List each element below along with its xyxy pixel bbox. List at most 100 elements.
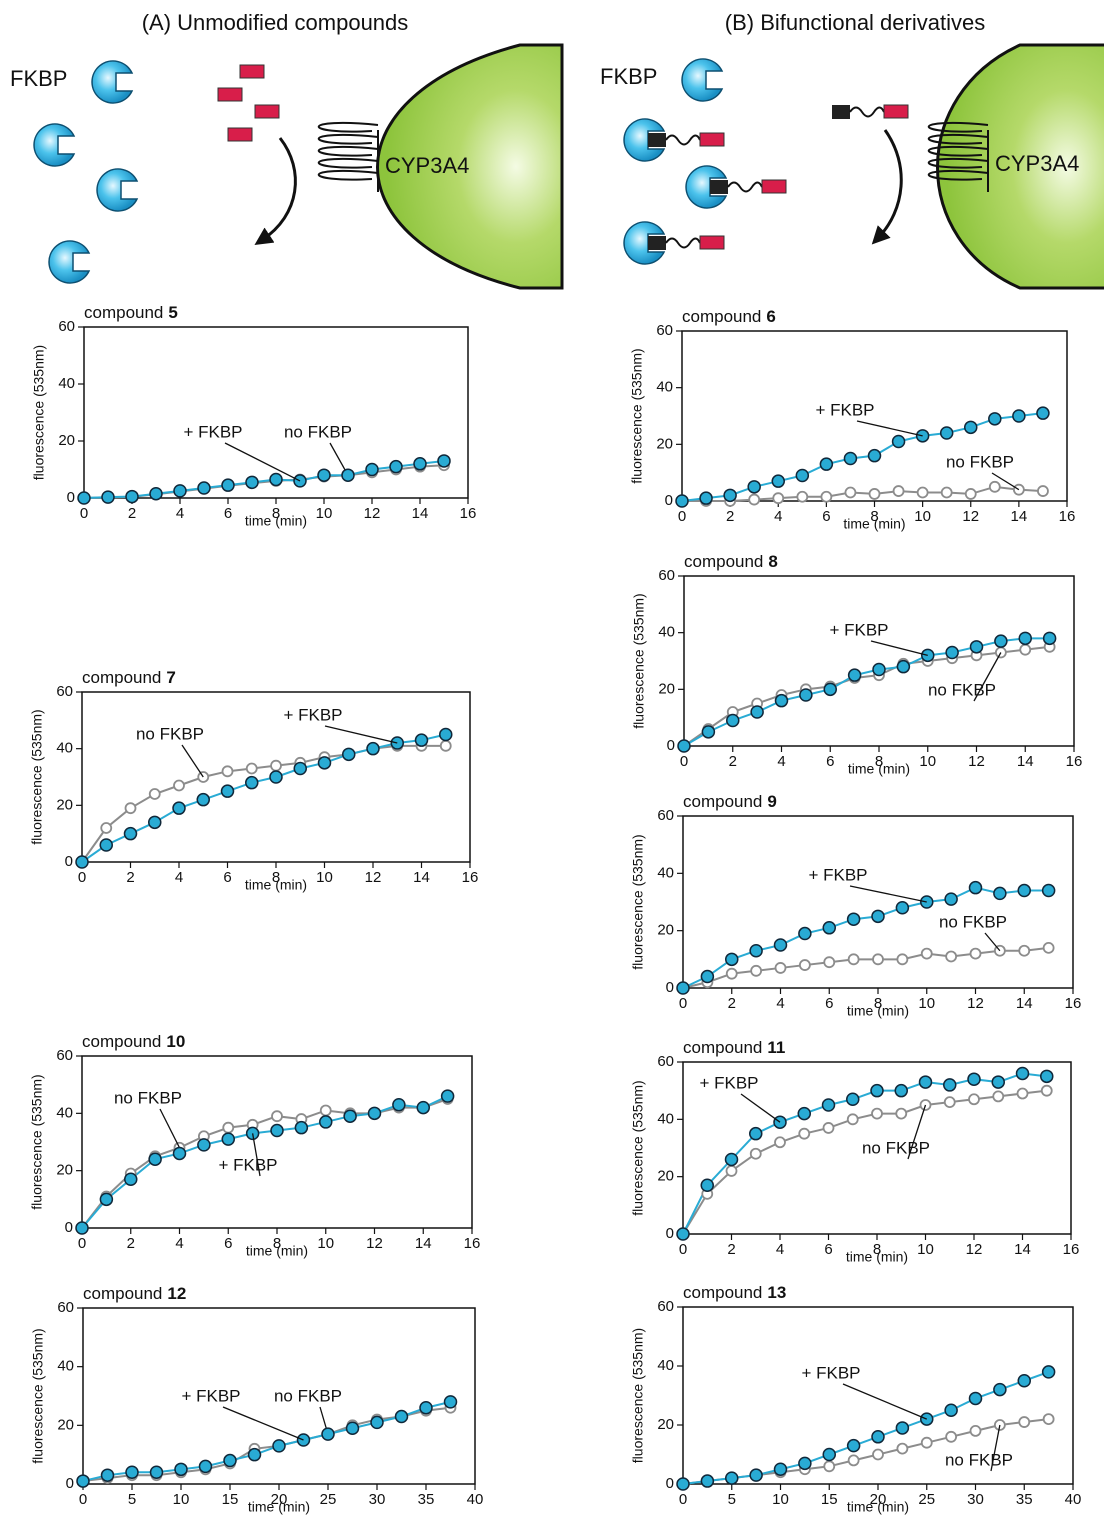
data-point bbox=[994, 1384, 1006, 1396]
data-point bbox=[272, 1111, 282, 1121]
data-point bbox=[393, 1099, 405, 1111]
y-tick-label: 20 bbox=[56, 1162, 73, 1179]
data-point bbox=[1044, 943, 1054, 953]
x-tick-label: 10 bbox=[919, 753, 936, 770]
data-point bbox=[848, 1440, 860, 1452]
y-axis-title: fluorescence (535nm) bbox=[630, 834, 646, 969]
data-point bbox=[941, 427, 953, 439]
data-point bbox=[150, 488, 162, 500]
x-tick-label: 14 bbox=[1017, 753, 1034, 770]
data-point bbox=[894, 486, 904, 496]
data-point bbox=[1019, 1417, 1029, 1427]
data-point bbox=[872, 910, 884, 922]
data-point bbox=[270, 473, 282, 485]
annotation-leader bbox=[857, 421, 923, 436]
arrow bbox=[262, 138, 295, 240]
x-axis-title: time (min) bbox=[843, 516, 905, 532]
data-point bbox=[222, 785, 234, 797]
data-point bbox=[1041, 1070, 1053, 1082]
data-point bbox=[799, 1129, 809, 1139]
data-point bbox=[920, 1076, 932, 1088]
y-axis-title: fluorescence (535nm) bbox=[631, 593, 647, 728]
annotation-leader bbox=[225, 443, 300, 481]
panel-title: (A) Unmodified compounds bbox=[142, 10, 409, 35]
data-point bbox=[824, 1123, 834, 1133]
data-point bbox=[149, 1153, 161, 1165]
x-tick-label: 10 bbox=[917, 1241, 934, 1258]
data-point bbox=[417, 1102, 429, 1114]
data-point bbox=[775, 1137, 785, 1147]
data-point bbox=[870, 489, 880, 499]
panel-title: (B) Bifunctional derivatives bbox=[725, 10, 985, 35]
annotation-leader bbox=[871, 641, 928, 655]
data-point bbox=[896, 1109, 906, 1119]
data-point bbox=[246, 476, 258, 488]
data-point bbox=[347, 1422, 359, 1434]
x-tick-label: 10 bbox=[316, 869, 333, 886]
data-point bbox=[726, 1472, 738, 1484]
x-tick-label: 10 bbox=[772, 1491, 789, 1508]
data-point bbox=[848, 913, 860, 925]
data-point bbox=[1044, 632, 1056, 644]
y-axis-title: fluorescence (535nm) bbox=[31, 345, 47, 480]
data-point bbox=[223, 766, 233, 776]
data-point bbox=[442, 1090, 454, 1102]
x-tick-label: 14 bbox=[1016, 995, 1033, 1012]
data-point bbox=[198, 482, 210, 494]
enzyme-label: CYP3A4 bbox=[995, 151, 1079, 176]
data-point bbox=[969, 1094, 979, 1104]
data-point bbox=[222, 1133, 234, 1145]
data-point bbox=[871, 1085, 883, 1097]
fkbp-protein bbox=[682, 59, 722, 101]
data-point bbox=[944, 1079, 956, 1091]
data-point bbox=[318, 469, 330, 481]
y-axis-title: fluorescence (535nm) bbox=[630, 1080, 646, 1215]
x-axis-title: time (min) bbox=[847, 1499, 909, 1515]
data-point bbox=[798, 1108, 810, 1120]
x-tick-label: 16 bbox=[462, 869, 479, 886]
data-point bbox=[677, 982, 689, 994]
data-point bbox=[922, 1438, 932, 1448]
x-tick-label: 0 bbox=[80, 505, 88, 522]
y-tick-label: 40 bbox=[657, 864, 674, 881]
data-point bbox=[677, 1228, 689, 1240]
data-point bbox=[271, 761, 281, 771]
data-point bbox=[750, 1469, 762, 1481]
data-point bbox=[197, 794, 209, 806]
fkbp-protein bbox=[97, 169, 137, 211]
x-tick-label: 15 bbox=[821, 1491, 838, 1508]
y-tick-label: 40 bbox=[657, 1110, 674, 1127]
data-point bbox=[1018, 1089, 1028, 1099]
y-tick-label: 60 bbox=[56, 683, 73, 700]
x-tick-label: 16 bbox=[1059, 508, 1076, 525]
protein-label: FKBP bbox=[600, 64, 657, 89]
y-tick-label: 60 bbox=[658, 567, 675, 584]
data-point bbox=[776, 695, 788, 707]
data-point bbox=[76, 856, 88, 868]
x-tick-label: 16 bbox=[1063, 1241, 1080, 1258]
x-tick-label: 12 bbox=[966, 1241, 983, 1258]
series-label: no FKBP bbox=[946, 452, 1014, 471]
data-point bbox=[823, 922, 835, 934]
title-number: 8 bbox=[768, 552, 777, 571]
series-label: no FKBP bbox=[928, 680, 996, 699]
x-tick-label: 16 bbox=[1065, 995, 1082, 1012]
x-tick-label: 4 bbox=[776, 1241, 784, 1258]
data-point bbox=[100, 1193, 112, 1205]
data-point bbox=[824, 957, 834, 967]
y-tick-label: 20 bbox=[656, 435, 673, 452]
title-text: compound bbox=[683, 792, 762, 811]
data-point bbox=[701, 1179, 713, 1191]
y-tick-label: 20 bbox=[657, 1168, 674, 1185]
data-point bbox=[77, 1475, 89, 1487]
data-point bbox=[968, 1073, 980, 1085]
data-point bbox=[676, 495, 688, 507]
y-axis-title: fluorescence (535nm) bbox=[630, 1328, 646, 1463]
data-point bbox=[821, 492, 831, 502]
title-text: compound bbox=[682, 307, 761, 326]
plot-frame bbox=[82, 1056, 472, 1228]
